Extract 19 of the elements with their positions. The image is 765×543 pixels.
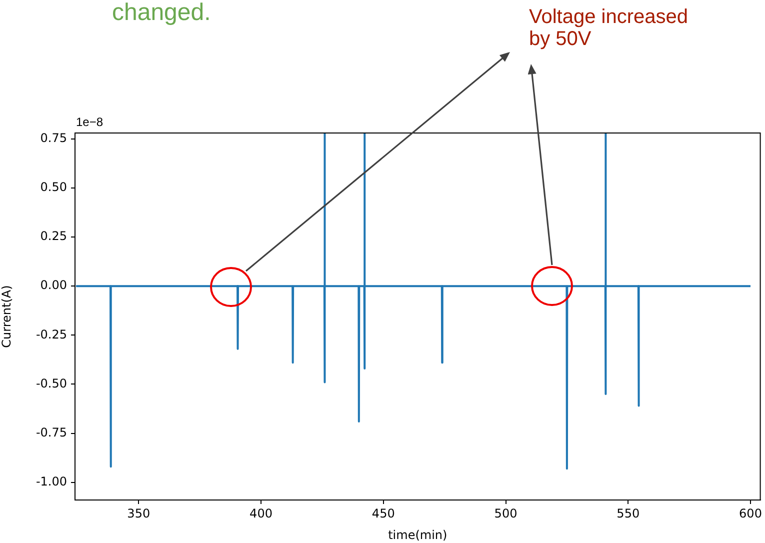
text: Voltage increased by 50V — [529, 6, 690, 50]
y-tick-label: -0.75 — [36, 425, 67, 440]
y-tick-label: -1.00 — [36, 474, 67, 488]
x-tick-label: 600 — [739, 506, 762, 520]
x-tick-label: 500 — [494, 506, 518, 520]
text: 1e−8 — [76, 115, 104, 129]
text: changed. — [112, 0, 211, 26]
y-tick-label: -0.50 — [36, 376, 67, 390]
y-tick-label: 0.75 — [40, 131, 67, 146]
y-axis-title: Current(A) — [0, 285, 14, 348]
x-tick-label: 400 — [250, 506, 272, 520]
y-tick-label: 0.25 — [40, 229, 67, 244]
x-tick-label: 350 — [127, 506, 150, 520]
x-tick-label: 550 — [616, 506, 640, 520]
y-tick-label: 0.50 — [40, 180, 67, 194]
y-tick-label: -0.25 — [36, 327, 67, 342]
x-tick-label: 450 — [372, 506, 395, 520]
y-tick-label: 0.00 — [40, 278, 67, 292]
x-axis-title: time(min) — [388, 528, 448, 542]
